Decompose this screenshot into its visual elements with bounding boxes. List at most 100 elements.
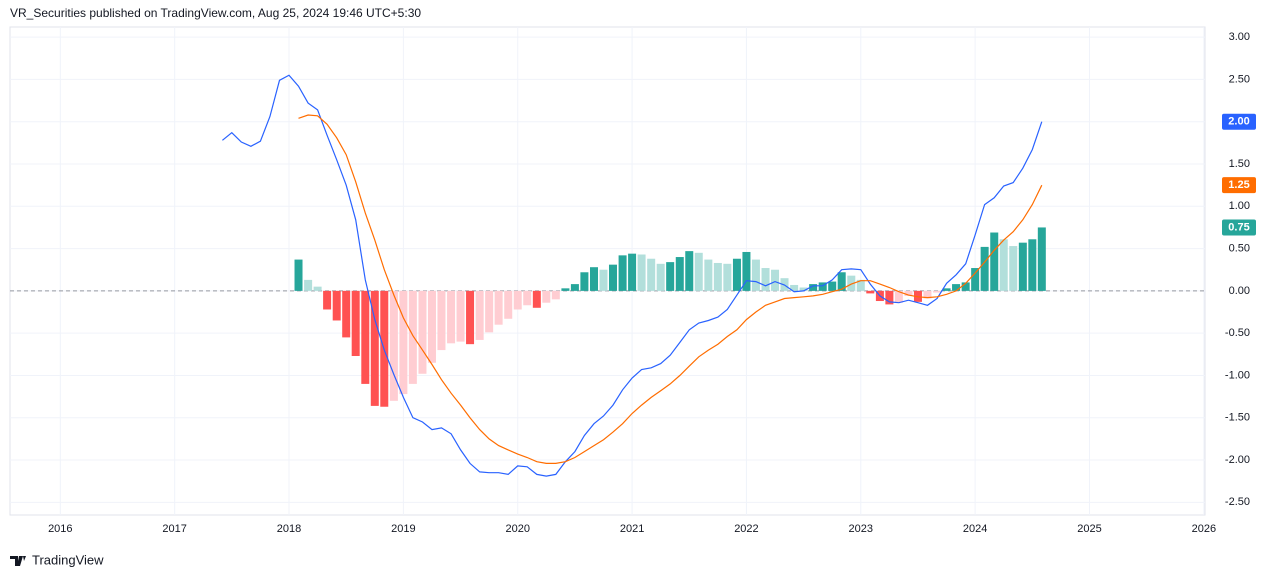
histogram-bar (580, 272, 589, 291)
histogram-bar (971, 268, 980, 291)
x-tick-label: 2025 (1077, 523, 1101, 535)
price-tag-label: 0.75 (1228, 221, 1249, 233)
y-tick-label: 0.50 (1229, 242, 1250, 254)
histogram-bar (732, 258, 741, 291)
x-tick-label: 2019 (391, 523, 415, 535)
histogram-bar (923, 290, 932, 299)
logo (10, 556, 26, 566)
histogram-bar (570, 284, 579, 291)
histogram-bar (999, 239, 1008, 291)
histogram-bar (704, 259, 713, 291)
histogram-bar (1018, 242, 1027, 291)
histogram-bar (361, 290, 370, 384)
histogram-bar (771, 269, 780, 291)
histogram-bar (847, 275, 856, 291)
histogram-bar (866, 290, 875, 294)
histogram-bar (523, 290, 532, 306)
histogram-bar (637, 254, 646, 291)
histogram-bar (551, 290, 560, 300)
y-tick-label: 1.00 (1229, 200, 1250, 212)
y-tick-label: -1.00 (1225, 369, 1250, 381)
x-tick-label: 2026 (1192, 523, 1216, 535)
histogram-bar (399, 290, 408, 395)
histogram-bar (647, 258, 656, 291)
line (222, 74, 1043, 477)
histogram-bar (933, 290, 942, 293)
histogram-bar (904, 290, 913, 296)
histogram-bar (837, 272, 846, 291)
histogram-bar (342, 290, 351, 338)
histogram-bar (466, 290, 475, 345)
x-tick-label: 2021 (620, 523, 644, 535)
histogram-bar (389, 290, 398, 401)
histogram-bar (1037, 227, 1046, 291)
x-tick-label: 2020 (505, 523, 529, 535)
histogram-bar (675, 257, 684, 291)
histogram-bar (313, 286, 322, 291)
histogram-bar (685, 251, 694, 291)
histogram-bar (475, 290, 484, 340)
histogram-bar (456, 290, 465, 342)
histogram-bar (599, 269, 608, 291)
x-tick-label: 2022 (734, 523, 758, 535)
histogram-bar (723, 263, 732, 291)
histogram-bar (961, 282, 970, 291)
y-tick-label: -1.50 (1225, 412, 1250, 424)
histogram-bar (818, 282, 827, 291)
histogram-bar (494, 290, 503, 325)
x-tick-label: 2016 (48, 523, 72, 535)
plot-frame (9, 26, 1206, 516)
histogram-bar (418, 290, 427, 374)
y-tick-label: -2.50 (1225, 496, 1250, 508)
histogram-bar (809, 284, 818, 291)
histogram-bar (799, 287, 808, 291)
histogram-bar (332, 290, 341, 321)
histogram-bar (1028, 239, 1037, 291)
histogram-bar (666, 262, 675, 291)
histogram-bar (656, 263, 665, 291)
y-tick-label: 1.50 (1229, 158, 1250, 170)
histogram-bar (370, 290, 379, 406)
histogram-bar (894, 290, 903, 303)
y-tick-label: 3.00 (1229, 31, 1250, 43)
brand: TradingView (32, 552, 104, 567)
histogram-bar (742, 251, 751, 291)
histogram-bar (590, 267, 599, 291)
histogram-bar (980, 246, 989, 291)
y-tick-label: 2.50 (1229, 73, 1250, 85)
price-tag (1222, 219, 1256, 236)
histogram-bar (447, 290, 456, 344)
histogram-bar (608, 264, 617, 291)
x-tick-label: 2023 (849, 523, 873, 535)
histogram-bar (761, 268, 770, 291)
y-tick-label: -2.00 (1225, 454, 1250, 466)
histogram-bar (561, 288, 570, 291)
line (298, 114, 1043, 464)
histogram-bar (532, 290, 541, 308)
price-tag-label: 1.25 (1228, 179, 1249, 191)
histogram-bar (990, 232, 999, 291)
histogram-bar (618, 255, 627, 291)
histogram-bar (828, 281, 837, 291)
histogram-bar (942, 288, 951, 291)
price-tag (1222, 113, 1256, 130)
histogram-bar (437, 290, 446, 351)
histogram-bar (694, 252, 703, 291)
attribution: VR_Securities published on TradingView.c… (10, 6, 421, 20)
x-tick-label: 2018 (277, 523, 301, 535)
histogram-bar (713, 262, 722, 291)
histogram-bar (485, 290, 494, 333)
y-tick-label: -0.50 (1225, 327, 1250, 339)
histogram-bar (323, 290, 332, 310)
histogram-bar (513, 290, 522, 310)
histogram-bar (427, 290, 436, 363)
histogram-bar (408, 290, 417, 384)
x-tick-label: 2017 (162, 523, 186, 535)
histogram-bar (351, 290, 360, 356)
histogram-bar (504, 290, 513, 319)
histogram-bar (628, 253, 637, 291)
x-tick-label: 2024 (963, 523, 987, 535)
histogram-bar (952, 284, 961, 291)
histogram-bar (294, 259, 303, 291)
